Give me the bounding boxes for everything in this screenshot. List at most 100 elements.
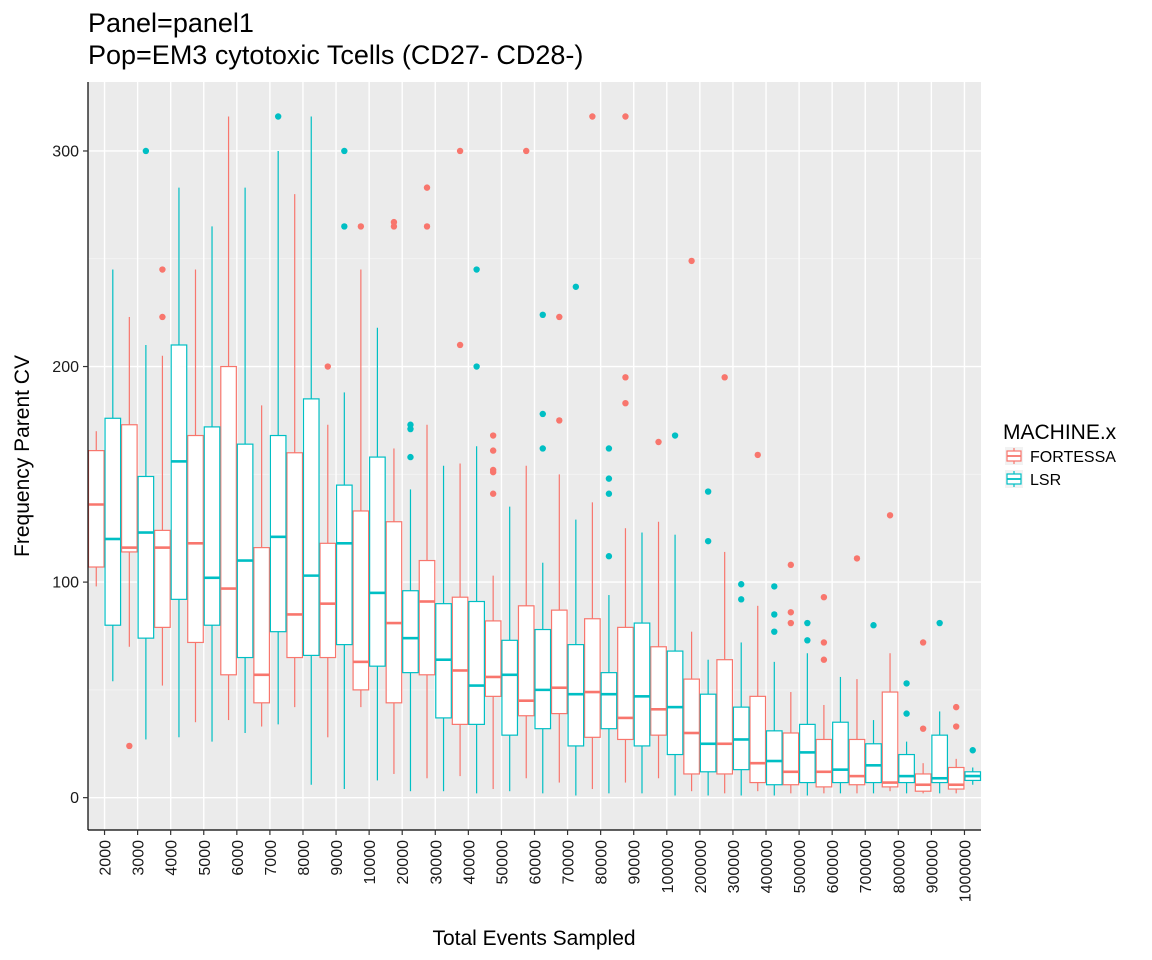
- box-iqr: [203, 426, 221, 626]
- box-iqr: [749, 695, 767, 784]
- outlier-point: [820, 593, 828, 601]
- y-tick-label: 0: [70, 790, 79, 807]
- box-lsr: [335, 147, 353, 790]
- box-fortessa: [517, 147, 535, 779]
- box-iqr: [617, 626, 634, 741]
- box-fortessa: [550, 313, 568, 783]
- box-fortessa: [650, 438, 667, 779]
- box-fortessa: [881, 512, 899, 792]
- box-lsr: [865, 622, 882, 794]
- legend-items: FORTESSA LSR: [1005, 447, 1116, 489]
- box-iqr: [501, 639, 519, 736]
- box-iqr: [815, 738, 833, 788]
- box-lsr: [137, 147, 155, 740]
- outlier-point: [539, 311, 546, 319]
- chart-title-line2: Pop=EM3 cytotoxic Tcells (CD27- CD28-): [88, 40, 583, 70]
- y-tick-label: 100: [52, 575, 79, 592]
- box-iqr: [584, 618, 601, 738]
- outlier-point: [539, 445, 546, 452]
- outlier-point: [738, 596, 745, 603]
- box-series: [87, 113, 982, 796]
- box-fortessa: [584, 113, 601, 790]
- box-iqr: [550, 609, 568, 715]
- box-iqr: [187, 434, 204, 644]
- outlier-point: [704, 537, 712, 545]
- box-lsr: [832, 676, 849, 794]
- x-tick-label: 200000: [693, 840, 710, 893]
- box-iqr: [468, 600, 485, 725]
- box-fortessa: [154, 266, 171, 686]
- outlier-point: [142, 147, 150, 155]
- x-tick-label: 500000: [792, 840, 809, 893]
- box-iqr: [269, 434, 287, 633]
- box-iqr: [335, 484, 353, 646]
- outlier-point: [159, 313, 166, 321]
- box-iqr: [352, 510, 370, 691]
- outlier-point: [407, 421, 414, 428]
- outlier-point: [159, 266, 166, 273]
- box-iqr: [699, 693, 717, 773]
- outlier-point: [738, 581, 745, 588]
- outlier-point: [688, 257, 695, 265]
- outlier-point: [804, 637, 811, 644]
- outlier-point: [704, 488, 712, 495]
- box-iqr: [253, 547, 271, 704]
- box-lsr: [534, 311, 552, 794]
- box-lsr: [798, 619, 816, 796]
- box-lsr: [931, 619, 949, 794]
- box-fortessa: [683, 257, 700, 792]
- x-tick-label: 900000: [924, 840, 941, 893]
- x-tick-label: 4000: [164, 840, 181, 876]
- outlier-point: [622, 374, 629, 381]
- box-iqr: [765, 730, 783, 786]
- box-iqr: [633, 622, 651, 747]
- box-iqr: [484, 620, 502, 697]
- outlier-point: [622, 399, 629, 407]
- box-iqr: [418, 559, 436, 676]
- x-tick-label: 20000: [395, 840, 412, 885]
- legend-label-fortessa: FORTESSA: [1030, 449, 1116, 466]
- x-tick-label: 7000: [263, 840, 280, 876]
- box-fortessa: [120, 316, 138, 750]
- box-lsr: [964, 747, 982, 785]
- x-tick-label: 2000: [98, 840, 115, 876]
- box-iqr: [898, 753, 915, 784]
- box-lsr: [236, 187, 254, 733]
- chart-title-line1: Panel=panel1: [88, 8, 254, 38]
- box-fortessa: [815, 593, 833, 794]
- x-tick-label: 9000: [329, 840, 346, 876]
- outlier-point: [820, 639, 828, 646]
- outlier-point: [473, 266, 480, 273]
- box-lsr: [633, 532, 651, 794]
- box-lsr: [765, 583, 783, 796]
- box-lsr: [666, 432, 684, 796]
- box-iqr: [236, 443, 254, 659]
- box-fortessa: [319, 363, 337, 738]
- box-fortessa: [782, 561, 800, 794]
- box-iqr: [650, 646, 667, 736]
- box-lsr: [170, 187, 188, 738]
- x-tick-label: 50000: [494, 840, 511, 885]
- box-lsr: [269, 113, 287, 725]
- box-fortessa: [716, 374, 734, 794]
- outlier-point: [605, 490, 613, 497]
- box-lsr: [104, 269, 122, 682]
- outlier-point: [853, 555, 861, 562]
- box-fortessa: [187, 269, 204, 723]
- box-iqr: [302, 398, 320, 656]
- outlier-point: [804, 619, 811, 627]
- box-fortessa: [87, 431, 105, 587]
- x-tick-label: 10000: [362, 840, 379, 885]
- outlier-point: [952, 723, 960, 730]
- x-tick-label: 3000: [131, 840, 148, 876]
- box-iqr: [517, 605, 535, 717]
- box-fortessa: [418, 184, 436, 779]
- outlier-point: [754, 451, 761, 459]
- box-fortessa: [253, 405, 271, 727]
- outlier-point: [126, 742, 133, 750]
- outlier-point: [605, 475, 613, 482]
- box-iqr: [369, 456, 386, 667]
- box-lsr: [732, 581, 750, 796]
- outlier-point: [870, 622, 877, 629]
